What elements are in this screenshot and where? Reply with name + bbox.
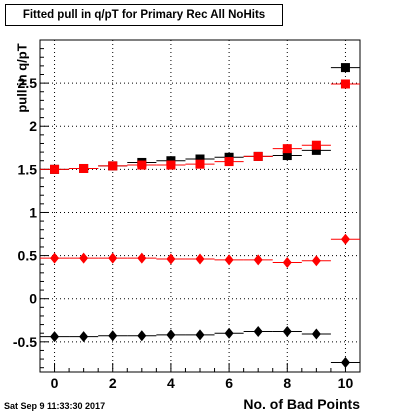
grid-lines xyxy=(40,40,360,372)
data-point xyxy=(282,256,292,268)
data-point xyxy=(340,79,350,89)
x-tick-label: 0 xyxy=(51,375,59,391)
data-point xyxy=(253,151,263,161)
x-tick-label: 6 xyxy=(225,375,233,391)
data-point xyxy=(108,161,118,171)
chart-title: Fitted pull in q/pT for Primary Rec All … xyxy=(5,4,283,26)
data-point xyxy=(137,160,147,170)
data-point xyxy=(166,253,176,265)
data-series xyxy=(40,63,360,369)
data-point xyxy=(79,163,89,173)
data-point xyxy=(311,255,321,267)
data-point xyxy=(137,252,147,264)
x-axis-label: No. of Bad Points xyxy=(243,396,360,412)
data-point xyxy=(311,140,321,150)
y-tick-label: 2 xyxy=(29,118,37,134)
y-axis: -0.5 0 0.5 1 1.5 2 2.5 xyxy=(13,39,49,369)
plot-frame xyxy=(39,39,361,373)
series-2 xyxy=(40,233,360,268)
data-point xyxy=(282,325,292,337)
x-tick-label: 8 xyxy=(283,375,291,391)
y-tick-label: -0.5 xyxy=(13,334,37,350)
series-1 xyxy=(40,79,360,174)
data-point xyxy=(195,329,205,341)
y-tick-label: 1 xyxy=(29,204,37,220)
data-point xyxy=(108,252,118,264)
data-point xyxy=(340,63,350,73)
data-point xyxy=(253,325,263,337)
data-point xyxy=(50,331,60,343)
data-point xyxy=(79,252,89,264)
x-tick-label: 2 xyxy=(109,375,117,391)
data-point xyxy=(311,328,321,340)
data-point xyxy=(137,330,147,342)
y-axis-label: pull in q/pT xyxy=(14,43,30,113)
data-point xyxy=(108,330,118,342)
series-3 xyxy=(40,325,360,369)
y-tick-label: 0 xyxy=(29,291,37,307)
data-point xyxy=(166,160,176,170)
data-point xyxy=(50,252,60,264)
data-point xyxy=(311,145,321,155)
datestamp: Sat Sep 9 11:33:30 2017 xyxy=(4,401,106,411)
data-point xyxy=(282,151,292,161)
data-point xyxy=(224,327,234,339)
x-axis: 0 2 4 6 8 10 xyxy=(39,363,361,391)
y-tick-label: 2.5 xyxy=(18,75,38,91)
data-point xyxy=(195,159,205,169)
data-point xyxy=(50,164,60,174)
data-point xyxy=(195,154,205,164)
x-tick-label: 4 xyxy=(167,375,175,391)
data-point xyxy=(166,329,176,341)
data-point xyxy=(340,357,350,369)
series-0 xyxy=(40,63,360,174)
x-tick-label: 10 xyxy=(338,375,354,391)
data-point xyxy=(195,253,205,265)
data-point xyxy=(224,254,234,266)
data-point xyxy=(224,157,234,167)
data-point xyxy=(282,144,292,154)
data-point xyxy=(253,254,263,266)
data-point xyxy=(79,331,89,343)
y-tick-label: 1.5 xyxy=(18,161,38,177)
data-point xyxy=(340,233,350,245)
y-tick-label: 0.5 xyxy=(18,248,38,264)
